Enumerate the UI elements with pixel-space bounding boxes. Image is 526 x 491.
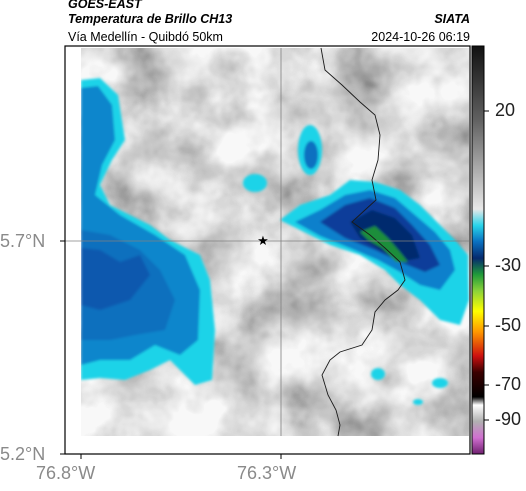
station-star-icon: ★ bbox=[257, 234, 269, 249]
brightness-temperature-field bbox=[81, 48, 469, 436]
x-tick-label: 76.8°W bbox=[36, 463, 96, 483]
colorbar-tick-label: 20 bbox=[495, 100, 516, 120]
y-tick-label: 5.2°N bbox=[0, 444, 46, 464]
satellite-name: GOES-EAST bbox=[68, 0, 142, 11]
colorbar bbox=[471, 45, 485, 455]
region-subtitle: Vía Medellín - Quibdó 50km bbox=[68, 30, 223, 44]
map-frame bbox=[64, 45, 471, 455]
cold-cloud-west bbox=[81, 78, 215, 385]
timestamp: 2024-10-26 06:19 bbox=[371, 30, 470, 44]
colorbar-tick-label: -30 bbox=[495, 255, 522, 275]
colorbar-tick-label: -50 bbox=[495, 315, 522, 335]
x-tick-label: 76.3°W bbox=[237, 463, 297, 483]
product-title: Temperatura de Brillo CH13 bbox=[68, 12, 233, 26]
colorbar-tick-label: -70 bbox=[495, 374, 522, 394]
agency-label: SIATA bbox=[434, 12, 470, 26]
cold-cloud-east bbox=[243, 125, 469, 405]
department-boundary bbox=[320, 47, 406, 437]
colorbar-tick-label: -90 bbox=[495, 409, 522, 429]
y-tick-label: 5.7°N bbox=[0, 231, 46, 251]
